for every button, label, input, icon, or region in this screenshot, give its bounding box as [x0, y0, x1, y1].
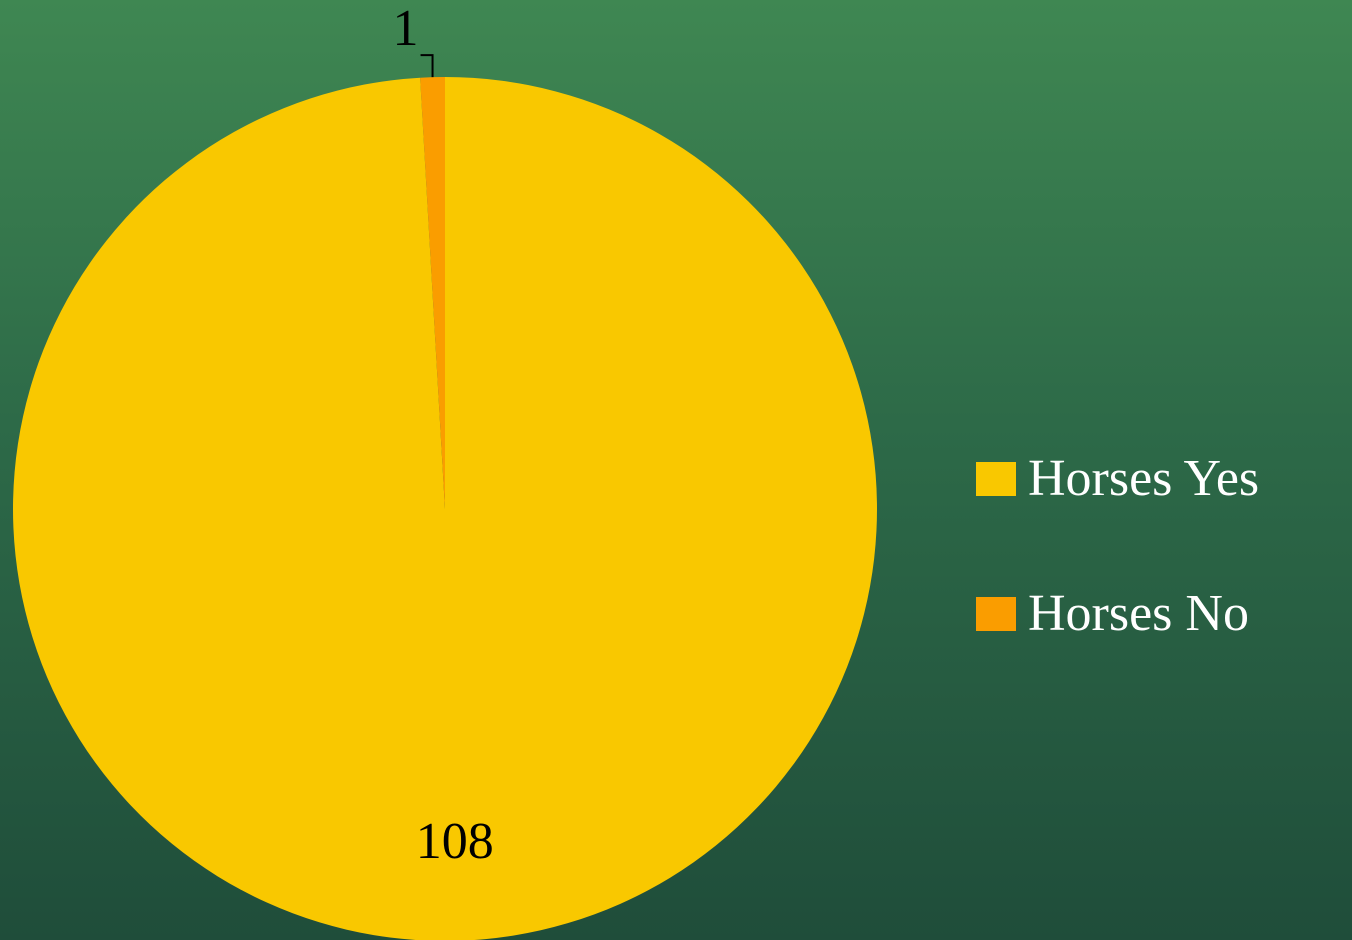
leader-line [420, 54, 434, 78]
legend-swatch [976, 462, 1016, 496]
data-label: 108 [416, 813, 494, 870]
legend-text: Horses No [1028, 585, 1249, 642]
legend-text: Horses Yes [1028, 450, 1259, 507]
legend-swatch [976, 597, 1016, 631]
pie-slice [420, 77, 445, 509]
data-label: 1 [393, 0, 419, 57]
pie-slice [13, 77, 877, 940]
